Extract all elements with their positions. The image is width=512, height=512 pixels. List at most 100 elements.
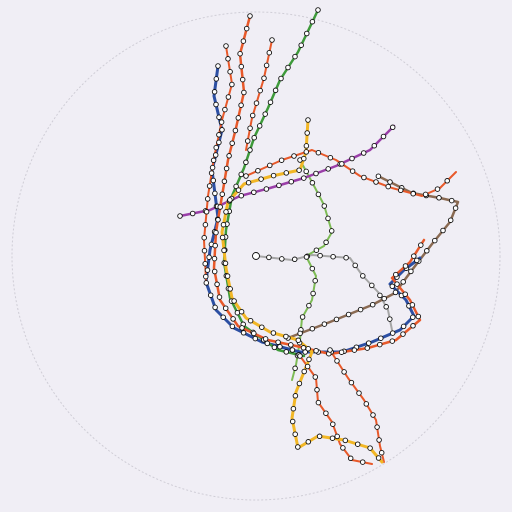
station-marker bbox=[235, 115, 242, 121]
station-marker bbox=[418, 242, 424, 248]
station-marker bbox=[303, 149, 310, 155]
station-marker bbox=[206, 183, 213, 189]
station-marker bbox=[223, 165, 230, 172]
station-marker bbox=[444, 178, 450, 184]
station-marker bbox=[275, 339, 281, 345]
station-marker bbox=[212, 304, 218, 311]
station-marker bbox=[201, 247, 208, 254]
station-marker bbox=[315, 191, 322, 198]
station-marker bbox=[408, 268, 414, 275]
station-marker bbox=[263, 186, 270, 192]
station-marker bbox=[315, 7, 321, 13]
station-marker bbox=[299, 314, 306, 320]
station-marker bbox=[238, 63, 245, 70]
station-marker bbox=[328, 228, 335, 234]
station-marker bbox=[214, 281, 220, 288]
station-marker bbox=[225, 94, 232, 100]
station-marker bbox=[300, 345, 307, 351]
station-marker bbox=[292, 365, 298, 372]
station-marker bbox=[295, 337, 302, 344]
station-marker bbox=[359, 459, 366, 465]
station-marker bbox=[310, 290, 316, 297]
station-marker bbox=[224, 273, 231, 279]
station-marker bbox=[272, 87, 279, 94]
station-marker bbox=[369, 282, 375, 289]
station-marker bbox=[212, 152, 219, 158]
station-marker bbox=[345, 311, 352, 318]
station-marker bbox=[217, 204, 223, 210]
station-marker bbox=[264, 340, 271, 347]
station-marker bbox=[317, 252, 323, 259]
station-marker bbox=[410, 190, 416, 197]
station-marker bbox=[298, 42, 304, 48]
station-marker bbox=[218, 119, 225, 125]
station-marker bbox=[213, 229, 219, 236]
station-marker bbox=[325, 215, 331, 222]
station-marker bbox=[339, 161, 345, 167]
station-marker bbox=[210, 157, 217, 164]
station-marker bbox=[424, 248, 430, 254]
station-marker bbox=[296, 380, 303, 387]
station-marker bbox=[352, 262, 358, 269]
station-marker bbox=[452, 205, 459, 211]
station-marker bbox=[258, 176, 264, 182]
station-marker bbox=[309, 265, 316, 272]
station-marker bbox=[209, 164, 216, 171]
orange-line-north-b bbox=[245, 39, 273, 151]
station-marker bbox=[305, 439, 312, 445]
station-marker bbox=[283, 170, 290, 176]
station-marker bbox=[323, 239, 329, 246]
station-marker bbox=[411, 253, 417, 259]
station-marker bbox=[227, 197, 233, 203]
station-marker bbox=[204, 196, 211, 202]
station-marker bbox=[303, 143, 310, 149]
station-marker bbox=[237, 50, 243, 57]
station-marker bbox=[389, 124, 396, 131]
station-marker bbox=[415, 313, 422, 320]
station-marker bbox=[402, 263, 409, 269]
station-marker bbox=[305, 117, 311, 123]
station-marker bbox=[289, 418, 296, 425]
station-marker bbox=[208, 170, 215, 176]
station-marker bbox=[301, 155, 307, 162]
station-marker bbox=[221, 247, 227, 254]
station-marker bbox=[375, 455, 382, 461]
station-marker bbox=[327, 154, 334, 161]
station-marker bbox=[204, 267, 211, 273]
station-marker bbox=[329, 435, 336, 441]
station-marker bbox=[303, 168, 309, 175]
station-marker bbox=[267, 162, 273, 169]
station-marker bbox=[289, 347, 296, 353]
station-marker bbox=[389, 283, 396, 290]
station-marker bbox=[309, 325, 316, 332]
station-marker bbox=[360, 150, 367, 156]
yellow-line bbox=[220, 118, 384, 464]
station-marker bbox=[240, 38, 247, 44]
station-marker bbox=[215, 63, 221, 69]
station-marker bbox=[223, 209, 229, 215]
station-marker bbox=[360, 273, 366, 279]
station-marker bbox=[277, 343, 283, 350]
station-marker bbox=[351, 347, 358, 353]
station-marker bbox=[212, 242, 218, 249]
station-marker bbox=[223, 43, 229, 49]
station-marker bbox=[304, 30, 310, 37]
station-marker bbox=[343, 254, 349, 261]
station-marker bbox=[220, 314, 226, 320]
station-marker bbox=[373, 179, 379, 185]
station-marker bbox=[262, 111, 268, 117]
station-marker bbox=[238, 102, 244, 108]
station-marker bbox=[354, 441, 361, 447]
station-marker bbox=[393, 271, 399, 278]
station-marker bbox=[261, 75, 267, 81]
station-marker bbox=[227, 68, 233, 75]
station-marker bbox=[365, 340, 372, 346]
station-marker bbox=[249, 112, 256, 119]
station-marker bbox=[177, 213, 183, 219]
station-marker bbox=[243, 159, 249, 166]
station-marker bbox=[292, 431, 298, 437]
station-marker bbox=[371, 142, 378, 149]
station-marker bbox=[229, 140, 235, 146]
station-marker bbox=[369, 301, 376, 308]
station-marker bbox=[394, 281, 400, 287]
